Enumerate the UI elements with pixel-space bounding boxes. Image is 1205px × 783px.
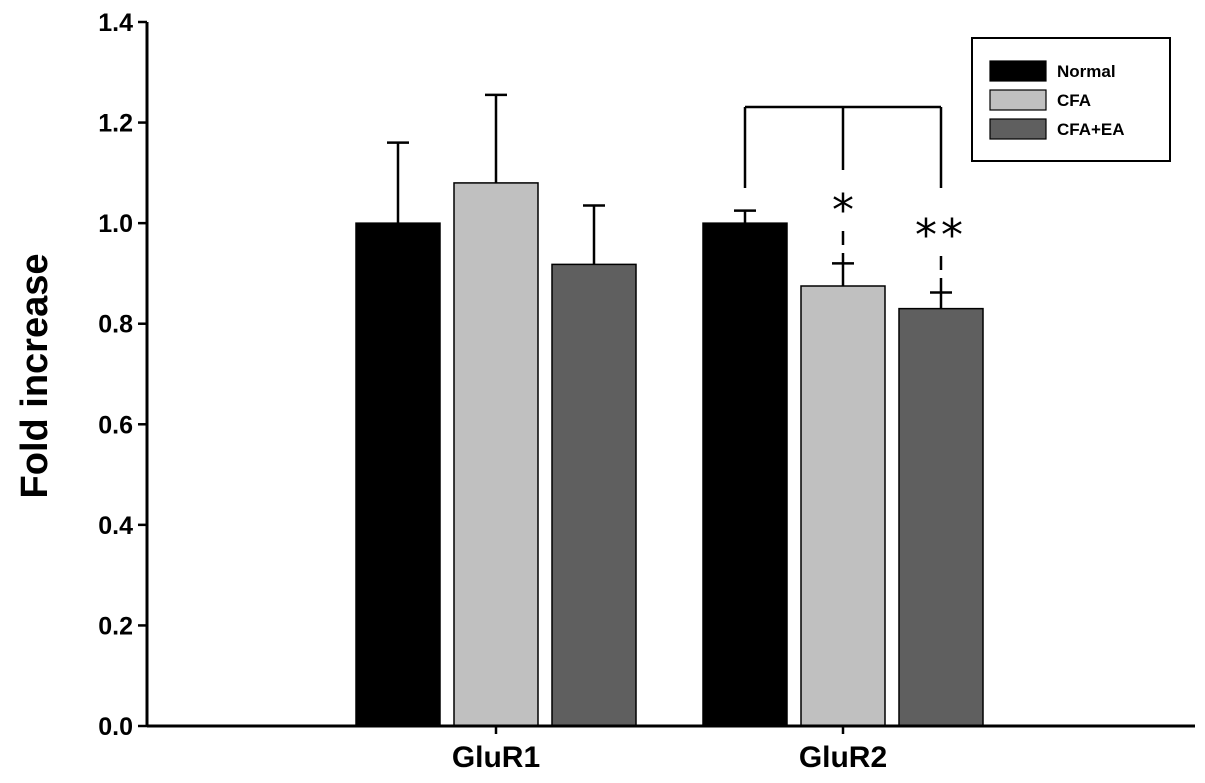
x-category-label: GluR1 xyxy=(452,741,540,774)
y-axis-ticks: 0.0 0.2 0.4 0.6 0.8 1.0 1.2 1.4 xyxy=(98,9,147,741)
legend-swatch xyxy=(989,89,1047,111)
y-axis-title: Fold increase xyxy=(14,254,56,499)
category-labels: GluR1 GluR2 xyxy=(452,726,887,774)
y-tick-label: 0.2 xyxy=(98,612,133,640)
y-tick-label: 1.4 xyxy=(98,9,133,37)
bar xyxy=(898,307,984,727)
x-category-label: GluR2 xyxy=(799,741,887,774)
bar xyxy=(800,285,886,727)
legend-label: CFA+EA xyxy=(1057,120,1125,139)
bars xyxy=(355,182,984,727)
legend-swatch xyxy=(989,60,1047,82)
y-tick-label: 0.0 xyxy=(98,713,133,741)
y-tick-label: 0.4 xyxy=(98,512,133,540)
axes xyxy=(145,22,1195,728)
legend-label: Normal xyxy=(1057,62,1116,81)
bar xyxy=(702,222,788,727)
bar xyxy=(355,222,441,727)
y-tick-label: 1.0 xyxy=(98,210,133,238)
bar xyxy=(453,182,539,727)
significance-marker: ** xyxy=(915,210,967,261)
y-tick-label: 0.8 xyxy=(98,311,133,339)
legend: Normal CFA CFA+EA xyxy=(971,37,1171,162)
significance-marker: * xyxy=(832,185,854,236)
bar xyxy=(551,263,637,727)
y-tick-label: 1.2 xyxy=(98,110,133,138)
legend-label: CFA xyxy=(1057,91,1091,110)
legend-swatch xyxy=(989,118,1047,140)
y-tick-label: 0.6 xyxy=(98,411,133,439)
significance-annotations: * ** xyxy=(743,105,967,293)
